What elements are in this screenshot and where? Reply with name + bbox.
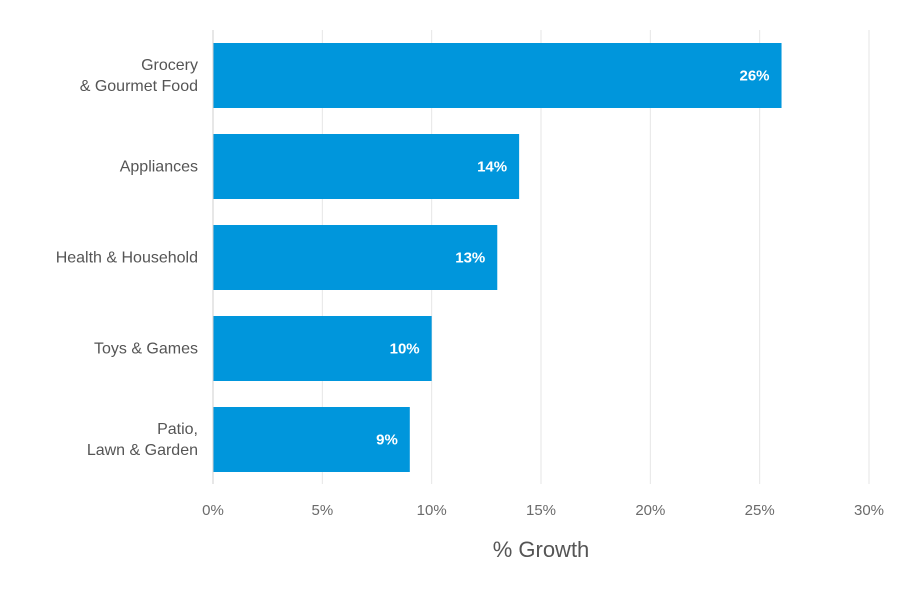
bar-value-label: 13%	[455, 250, 485, 267]
x-axis-title: % Growth	[493, 537, 590, 562]
category-label: Grocery	[141, 57, 198, 74]
x-tick-label: 15%	[526, 502, 556, 519]
x-tick-label: 20%	[635, 502, 665, 519]
bar	[213, 134, 520, 199]
bar-value-labels: 26% 14% 13% 10% 9%	[376, 68, 769, 449]
category-label: & Gourmet Food	[80, 78, 198, 95]
bars	[213, 43, 782, 472]
bar-value-label: 10%	[390, 341, 420, 358]
x-tick-label: 0%	[202, 502, 224, 519]
category-label: Toys & Games	[94, 341, 198, 358]
x-tick-label: 10%	[417, 502, 447, 519]
category-label: Lawn & Garden	[87, 442, 198, 459]
bar	[213, 225, 498, 290]
bar-value-label: 26%	[740, 68, 770, 85]
x-tick-label: 5%	[311, 502, 333, 519]
category-label: Appliances	[120, 159, 198, 176]
x-axis-ticks: 0% 5% 10% 15% 20% 25% 30%	[202, 502, 884, 519]
bar	[213, 407, 410, 472]
bar-value-label: 14%	[477, 159, 507, 176]
bar	[213, 316, 432, 381]
bar	[213, 43, 782, 108]
category-label: Patio,	[157, 421, 198, 438]
x-tick-label: 25%	[745, 502, 775, 519]
category-label: Health & Household	[56, 250, 198, 267]
category-labels: Grocery & Gourmet Food Appliances Health & …	[56, 57, 198, 459]
bar-value-label: 9%	[376, 432, 398, 449]
x-tick-label: 30%	[854, 502, 884, 519]
